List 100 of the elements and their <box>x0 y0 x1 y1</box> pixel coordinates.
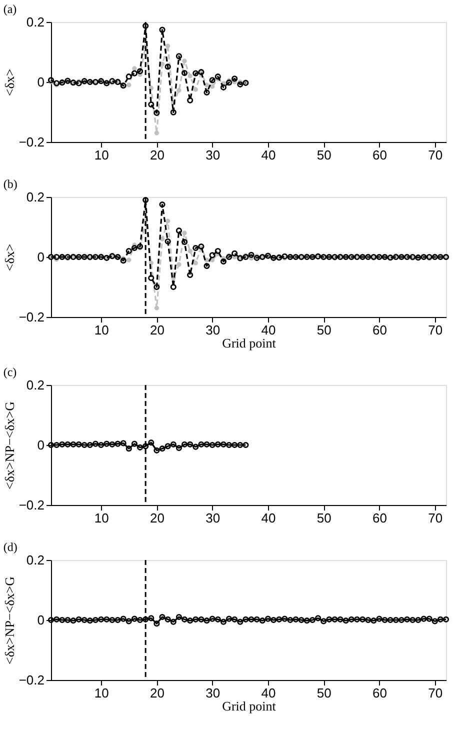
point <box>220 84 227 90</box>
point <box>165 44 170 48</box>
x-tick-label: 20 <box>150 510 164 526</box>
x-tick-label: 20 <box>150 686 164 700</box>
point <box>182 58 187 64</box>
text: (d) <box>3 540 18 554</box>
point <box>176 444 182 452</box>
point <box>176 53 182 60</box>
point <box>154 130 160 136</box>
x-axis-title: Grid point <box>222 336 276 350</box>
y-tick-label: 0.2 <box>26 190 44 204</box>
y-tick-label: −0.2 <box>18 134 44 150</box>
y-tick-label: 0 <box>37 250 44 264</box>
point <box>104 440 110 447</box>
x-tick-label: 70 <box>428 322 443 338</box>
y-axis-title: <δx>NP−<δx>G <box>2 576 17 664</box>
point <box>232 442 238 448</box>
point <box>54 80 60 86</box>
point <box>170 441 176 448</box>
point <box>136 444 144 450</box>
point <box>54 442 60 448</box>
x-tick-label: 10 <box>94 510 109 526</box>
point <box>226 80 232 86</box>
x-tick-label: 50 <box>316 510 332 526</box>
point <box>76 80 82 86</box>
x-tick-label: 40 <box>261 686 276 700</box>
point <box>59 441 66 448</box>
x-tick-label: 20 <box>150 322 164 338</box>
x-tick-label: 60 <box>372 322 387 338</box>
point <box>204 82 210 88</box>
point <box>48 77 54 84</box>
y-tick-label: 0.2 <box>26 552 44 568</box>
point <box>181 70 188 76</box>
point <box>187 441 194 448</box>
point <box>176 88 182 93</box>
point <box>126 74 132 80</box>
x-tick-label: 50 <box>316 322 332 338</box>
point <box>188 74 192 78</box>
point <box>109 78 116 84</box>
point <box>164 64 171 70</box>
point <box>132 66 137 71</box>
y-axis-title: <δx> <box>2 68 17 96</box>
x-tick-label: 40 <box>261 510 276 526</box>
point <box>120 440 126 446</box>
x-tick-label: 60 <box>372 148 387 162</box>
point <box>154 110 160 116</box>
point <box>64 441 71 448</box>
point <box>192 70 199 76</box>
point <box>114 440 121 447</box>
point <box>198 441 204 448</box>
point <box>164 443 171 450</box>
x-tick-label: 20 <box>150 148 164 162</box>
x-tick-label: 70 <box>428 510 443 526</box>
point <box>142 22 149 29</box>
x-tick-label: 10 <box>94 322 109 338</box>
point <box>131 440 138 447</box>
x-tick-label: 60 <box>372 510 387 526</box>
point <box>187 97 194 104</box>
point <box>86 442 93 448</box>
x-tick-label: 50 <box>316 686 332 700</box>
point <box>226 442 232 448</box>
x-axis-title: Grid point <box>222 698 276 714</box>
point <box>220 441 227 448</box>
point <box>81 442 88 448</box>
point <box>159 446 166 452</box>
point <box>237 81 244 88</box>
point <box>126 82 132 88</box>
point <box>214 74 221 80</box>
point <box>70 441 76 448</box>
point <box>131 70 138 76</box>
y-tick-label: −0.2 <box>18 672 44 688</box>
point <box>193 87 198 92</box>
x-tick-label: 70 <box>428 148 443 162</box>
y-axis-title: <δx> <box>2 244 17 272</box>
point <box>204 441 210 448</box>
x-tick-label: 40 <box>261 322 276 338</box>
point <box>76 441 82 448</box>
y-tick-label: 0 <box>37 438 44 452</box>
point <box>181 441 188 448</box>
x-tick-label: 60 <box>372 686 387 700</box>
point <box>170 109 176 116</box>
x-tick-label: 30 <box>206 148 220 162</box>
y-axis-title: <δx>NP−<δx>G <box>2 402 17 490</box>
point <box>109 441 116 448</box>
x-tick-label: 30 <box>206 686 220 700</box>
y-tick-label: 0 <box>37 74 44 90</box>
text: (b) <box>3 177 18 191</box>
y-tick-label: 0 <box>37 612 44 628</box>
x-tick-label: 70 <box>428 686 443 700</box>
x-tick-label: 30 <box>206 510 220 526</box>
x-tick-label: 10 <box>94 686 109 700</box>
point <box>210 84 215 89</box>
x-tick-label: 30 <box>206 322 220 338</box>
x-tick-label: 50 <box>316 148 332 162</box>
point <box>209 442 216 448</box>
x-tick-label: 10 <box>94 148 109 162</box>
text: (a) <box>3 2 17 16</box>
point <box>209 77 216 84</box>
x-tick-label: 40 <box>261 148 276 162</box>
y-tick-label: 0.2 <box>26 378 44 392</box>
